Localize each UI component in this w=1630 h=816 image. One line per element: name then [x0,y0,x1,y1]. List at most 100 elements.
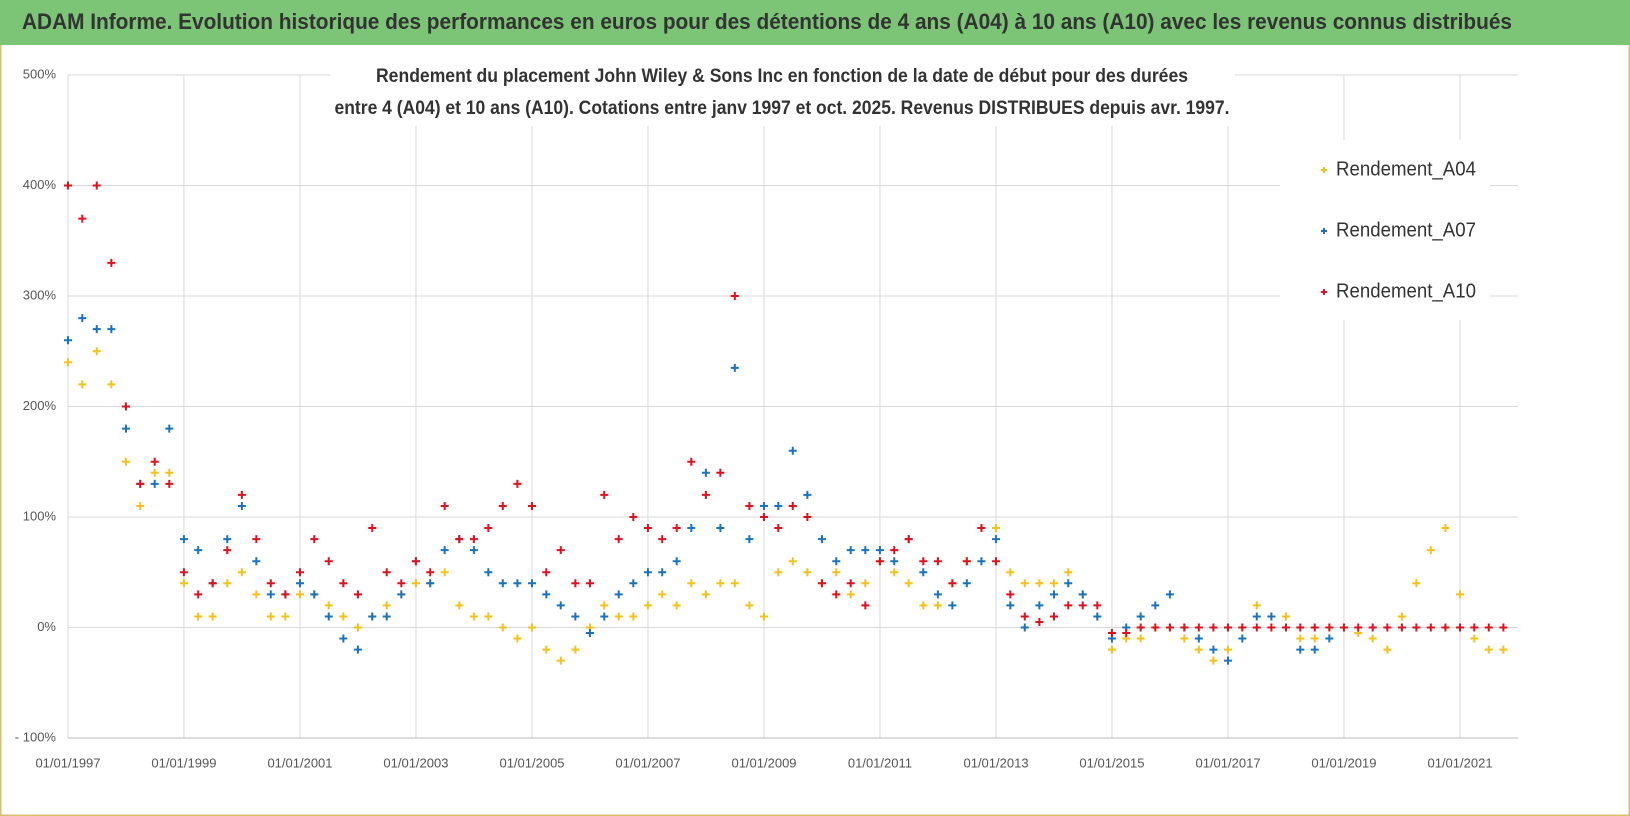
data-point [1238,634,1247,643]
data-point [1267,623,1276,632]
data-point [281,612,290,621]
data-point [1224,656,1233,665]
data-point [1093,612,1102,621]
legend-marker [1321,167,1327,173]
data-point [1136,612,1145,621]
data-point [716,524,725,533]
data-point [296,568,305,577]
data-point [528,501,537,510]
data-point [252,535,261,544]
data-point [1354,623,1363,632]
data-point [324,601,333,610]
data-point [1035,579,1044,588]
data-point [136,479,145,488]
y-tick-label: 0% [37,619,56,634]
data-point [1136,623,1145,632]
title-bar [0,0,1630,45]
data-point [64,181,72,190]
data-point [426,568,435,577]
data-point [1456,590,1465,599]
data-point [252,590,261,599]
data-point [1426,546,1435,555]
data-point [368,524,377,533]
data-point [992,557,1001,566]
x-tick-label: 01/01/2001 [267,755,332,770]
x-tick-label: 01/01/1999 [151,755,216,770]
data-point [890,546,899,555]
data-point [745,601,754,610]
data-point [542,568,551,577]
data-point [513,579,522,588]
data-point [919,557,928,566]
data-point [136,501,145,510]
data-point [513,634,522,643]
data-point [92,347,101,356]
data-point [658,590,667,599]
data-point [716,579,725,588]
data-point [1325,623,1334,632]
data-point [1397,612,1406,621]
data-point [861,601,870,610]
data-point [1020,612,1029,621]
data-point [774,568,783,577]
data-point [629,513,638,521]
data-point [1441,524,1450,533]
data-point [165,479,174,488]
y-tick-label: 400% [23,177,57,192]
data-point [687,457,696,466]
data-point [339,634,348,643]
data-point [803,513,812,521]
data-point [266,612,275,621]
data-point [629,612,638,621]
subtitle-bg [330,60,1235,126]
data-point [1107,645,1116,654]
data-point [339,612,348,621]
data-point [339,579,348,588]
data-point [846,546,855,555]
data-point [614,590,623,599]
data-point [1368,623,1377,632]
y-tick-label: 200% [23,398,57,413]
data-point [223,546,232,555]
data-point [252,557,261,566]
data-point [760,501,769,510]
data-point [64,336,72,345]
data-point [687,524,696,533]
data-point [1470,623,1479,632]
data-point [397,579,406,588]
data-point [1209,623,1218,632]
x-tick-label: 01/01/2015 [1079,755,1144,770]
data-point [411,579,420,588]
data-point [556,601,565,610]
data-point [1397,623,1406,632]
data-point [556,546,565,555]
x-tick-label: 01/01/2021 [1427,755,1492,770]
data-point [846,579,855,588]
data-point [223,535,232,544]
data-point [933,557,942,566]
data-point [1151,601,1160,610]
data-point [948,601,957,610]
data-point [643,568,652,577]
data-point [962,557,971,566]
data-point [542,645,551,654]
data-point [455,535,464,544]
data-point [1093,601,1102,610]
data-point [1006,568,1015,577]
data-point [1456,623,1465,632]
data-point [121,424,130,433]
data-point [1078,590,1087,599]
data-point [498,623,507,632]
data-point [150,479,159,488]
data-point [1224,623,1233,632]
data-point [266,590,275,599]
data-point [730,579,739,588]
legend-marker [1321,228,1327,234]
data-point [484,524,493,533]
data-point [1470,634,1479,643]
data-point [78,314,87,323]
x-tick-label: 01/01/2005 [499,755,564,770]
data-point [832,590,841,599]
data-point [701,468,710,477]
data-point [1499,645,1508,654]
